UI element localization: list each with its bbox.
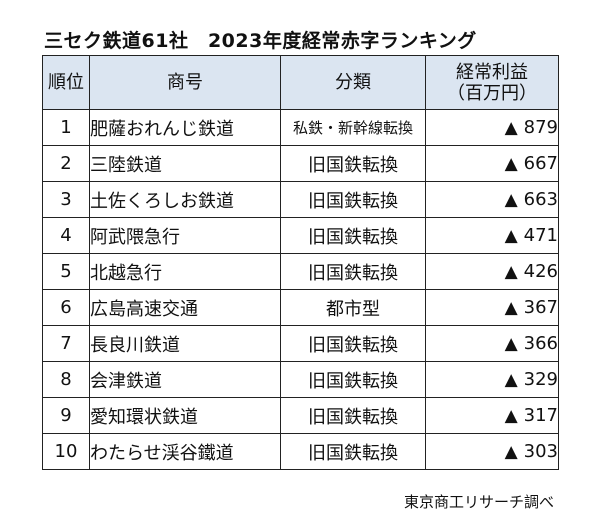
header-profit-label: 経常利益 — [456, 61, 528, 83]
deficit-marker: ▲ — [504, 334, 518, 354]
cell-rank: 4 — [42, 217, 90, 254]
profit-value: 329 — [523, 369, 558, 390]
cell-profit: ▲ 471 — [425, 217, 559, 254]
profit-value: 367 — [523, 297, 558, 318]
deficit-marker: ▲ — [504, 118, 518, 138]
cell-rank: 9 — [42, 397, 90, 434]
table-row: 6 広島高速交通 都市型 ▲ 367 — [42, 289, 559, 326]
cell-profit: ▲ 663 — [425, 181, 559, 218]
header-category: 分類 — [280, 55, 426, 110]
cell-rank: 5 — [42, 253, 90, 290]
ranking-table: 順位 商号 分類 経常利益 （百万円） 1 肥薩おれんじ鉄道 私鉄・新幹線転換 ▲ 87… — [42, 55, 559, 470]
table-row: 7 長良川鉄道 旧国鉄転換 ▲ 366 — [42, 325, 559, 362]
table-header-row: 順位 商号 分類 経常利益 （百万円） — [42, 55, 559, 110]
table-row: 5 北越急行 旧国鉄転換 ▲ 426 — [42, 253, 559, 290]
cell-category: 都市型 — [280, 289, 426, 326]
cell-category: 私鉄・新幹線転換 — [280, 109, 426, 146]
cell-name: 長良川鉄道 — [89, 325, 281, 362]
cell-name: わたらせ渓谷鐵道 — [89, 433, 281, 470]
cell-profit: ▲ 329 — [425, 361, 559, 398]
deficit-marker: ▲ — [504, 442, 518, 462]
page-title: 三セク鉄道61社 2023年度経常赤字ランキング — [44, 30, 477, 52]
cell-name: 愛知環状鉄道 — [89, 397, 281, 434]
cell-profit: ▲ 667 — [425, 145, 559, 182]
cell-name: 肥薩おれんじ鉄道 — [89, 109, 281, 146]
table-row: 4 阿武隈急行 旧国鉄転換 ▲ 471 — [42, 217, 559, 254]
cell-rank: 6 — [42, 289, 90, 326]
header-profit-unit: （百万円） — [447, 82, 537, 104]
cell-name: 土佐くろしお鉄道 — [89, 181, 281, 218]
table-row: 3 土佐くろしお鉄道 旧国鉄転換 ▲ 663 — [42, 181, 559, 218]
cell-profit: ▲ 879 — [425, 109, 559, 146]
cell-profit: ▲ 366 — [425, 325, 559, 362]
cell-rank: 10 — [42, 433, 90, 470]
cell-profit: ▲ 303 — [425, 433, 559, 470]
deficit-marker: ▲ — [504, 262, 518, 282]
header-name: 商号 — [89, 55, 281, 110]
table-row: 10 わたらせ渓谷鐵道 旧国鉄転換 ▲ 303 — [42, 433, 559, 470]
cell-rank: 1 — [42, 109, 90, 146]
cell-category: 旧国鉄転換 — [280, 325, 426, 362]
profit-value: 663 — [523, 189, 558, 210]
deficit-marker: ▲ — [504, 226, 518, 246]
cell-category: 旧国鉄転換 — [280, 181, 426, 218]
cell-rank: 7 — [42, 325, 90, 362]
cell-category: 旧国鉄転換 — [280, 145, 426, 182]
header-rank: 順位 — [42, 55, 90, 110]
table-row: 9 愛知環状鉄道 旧国鉄転換 ▲ 317 — [42, 397, 559, 434]
cell-name: 北越急行 — [89, 253, 281, 290]
cell-rank: 3 — [42, 181, 90, 218]
deficit-marker: ▲ — [504, 190, 518, 210]
deficit-marker: ▲ — [504, 406, 518, 426]
cell-name: 三陸鉄道 — [89, 145, 281, 182]
cell-name: 会津鉄道 — [89, 361, 281, 398]
cell-name: 阿武隈急行 — [89, 217, 281, 254]
header-profit: 経常利益 （百万円） — [425, 55, 559, 110]
profit-value: 366 — [523, 333, 558, 354]
cell-rank: 2 — [42, 145, 90, 182]
cell-category: 旧国鉄転換 — [280, 217, 426, 254]
cell-profit: ▲ 426 — [425, 253, 559, 290]
deficit-marker: ▲ — [504, 370, 518, 390]
cell-category: 旧国鉄転換 — [280, 397, 426, 434]
profit-value: 667 — [523, 153, 558, 174]
deficit-marker: ▲ — [504, 298, 518, 318]
cell-category: 旧国鉄転換 — [280, 253, 426, 290]
table-row: 1 肥薩おれんじ鉄道 私鉄・新幹線転換 ▲ 879 — [42, 109, 559, 146]
cell-rank: 8 — [42, 361, 90, 398]
profit-value: 303 — [523, 441, 558, 462]
table-row: 2 三陸鉄道 旧国鉄転換 ▲ 667 — [42, 145, 559, 182]
cell-profit: ▲ 317 — [425, 397, 559, 434]
profit-value: 426 — [523, 261, 558, 282]
profit-value: 317 — [523, 405, 558, 426]
profit-value: 879 — [523, 117, 558, 138]
cell-profit: ▲ 367 — [425, 289, 559, 326]
cell-category: 旧国鉄転換 — [280, 433, 426, 470]
deficit-marker: ▲ — [504, 154, 518, 174]
table-row: 8 会津鉄道 旧国鉄転換 ▲ 329 — [42, 361, 559, 398]
cell-category: 旧国鉄転換 — [280, 361, 426, 398]
profit-value: 471 — [523, 225, 558, 246]
source-note: 東京商工リサーチ調べ — [403, 493, 554, 511]
cell-name: 広島高速交通 — [89, 289, 281, 326]
